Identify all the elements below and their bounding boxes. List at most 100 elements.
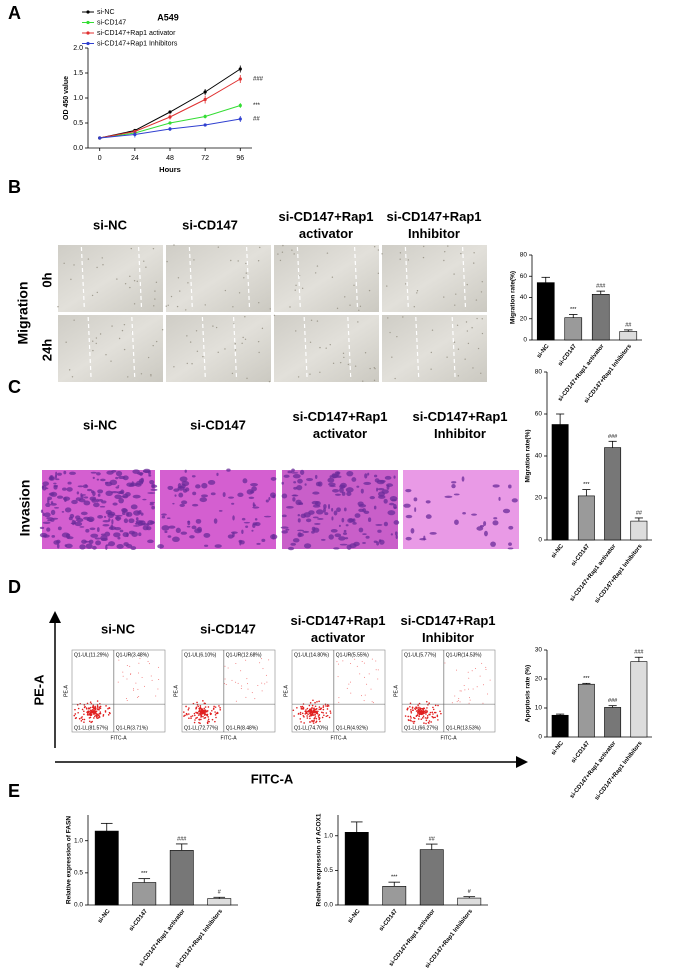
invading-cell bbox=[317, 517, 324, 520]
invading-cell bbox=[493, 517, 498, 520]
cell-speck bbox=[234, 349, 237, 351]
invading-cell bbox=[132, 469, 140, 474]
event-dot bbox=[417, 708, 420, 710]
panel-letter: C bbox=[8, 377, 21, 397]
invading-cell bbox=[123, 542, 129, 547]
invading-cell bbox=[90, 533, 99, 538]
event-dot bbox=[451, 702, 453, 704]
event-dot bbox=[227, 667, 229, 669]
event-dot bbox=[214, 714, 217, 716]
event-dot bbox=[219, 706, 221, 709]
event-dot bbox=[93, 717, 95, 719]
invading-cell bbox=[92, 476, 95, 480]
invading-cell bbox=[39, 526, 45, 530]
event-dot bbox=[126, 665, 128, 667]
invading-cell bbox=[389, 495, 398, 502]
cell-speck bbox=[281, 251, 284, 253]
cell-speck bbox=[217, 246, 220, 248]
event-dot bbox=[314, 701, 316, 704]
invading-cell bbox=[100, 533, 106, 536]
event-dot bbox=[237, 682, 239, 684]
event-dot bbox=[485, 669, 487, 671]
annotation: # bbox=[468, 889, 472, 895]
panel-letter: B bbox=[8, 177, 21, 197]
event-dot bbox=[426, 707, 428, 709]
invading-cell bbox=[384, 475, 392, 480]
cell-speck bbox=[105, 354, 107, 356]
invading-cell bbox=[336, 507, 341, 513]
event-dot bbox=[195, 707, 197, 710]
invading-cell bbox=[364, 473, 368, 479]
event-dot bbox=[214, 720, 216, 723]
event-dot bbox=[216, 711, 219, 714]
event-dot bbox=[96, 717, 99, 720]
invading-cell bbox=[246, 489, 254, 495]
event-dot bbox=[199, 704, 202, 707]
point bbox=[238, 77, 242, 81]
invading-cell bbox=[312, 516, 319, 519]
event-dot bbox=[86, 714, 89, 716]
cell-speck bbox=[165, 305, 168, 307]
invading-cell bbox=[115, 470, 123, 477]
invading-cell bbox=[324, 512, 329, 516]
event-dot bbox=[476, 686, 478, 688]
y-tick-label: 40 bbox=[535, 453, 543, 460]
invading-cell bbox=[261, 538, 266, 542]
annotation: *** bbox=[583, 482, 590, 488]
cell-speck bbox=[464, 358, 466, 360]
cell-speck bbox=[309, 373, 311, 375]
event-dot bbox=[413, 720, 416, 723]
event-dot bbox=[303, 716, 305, 718]
invading-cell bbox=[498, 496, 501, 501]
invading-cell bbox=[393, 475, 396, 479]
error-bar bbox=[608, 440, 617, 448]
invading-cell bbox=[375, 524, 383, 526]
invading-cell bbox=[362, 533, 367, 536]
y-tick-label: 0 bbox=[538, 537, 542, 544]
event-dot bbox=[375, 669, 377, 671]
event-dot bbox=[373, 702, 375, 704]
y-tick-label: 80 bbox=[520, 252, 528, 259]
invading-cell bbox=[51, 534, 56, 538]
invading-cell bbox=[362, 541, 366, 544]
x-tick-label: si-NC bbox=[97, 908, 112, 925]
event-dot bbox=[437, 719, 439, 721]
invading-cell bbox=[461, 476, 465, 482]
event-dot bbox=[474, 667, 476, 669]
event-dot bbox=[224, 678, 226, 680]
invading-cell bbox=[56, 539, 61, 544]
cell-speck bbox=[391, 356, 393, 358]
invading-cell bbox=[94, 537, 101, 540]
cell-speck bbox=[70, 278, 72, 281]
cell-speck bbox=[309, 341, 312, 343]
event-dot bbox=[318, 718, 320, 721]
invading-cell bbox=[393, 504, 397, 510]
quadrant-label: Q1-UR(5.55%) bbox=[336, 652, 369, 658]
plot-axis-label: PE-A bbox=[283, 685, 289, 697]
invading-cell bbox=[88, 539, 94, 545]
cell-speck bbox=[314, 272, 317, 274]
cell-speck bbox=[133, 279, 136, 282]
cell-speck bbox=[480, 291, 483, 293]
cell-speck bbox=[110, 360, 112, 362]
event-dot bbox=[326, 708, 329, 710]
cell-speck bbox=[325, 347, 327, 349]
bar bbox=[382, 886, 407, 906]
invading-cell bbox=[342, 532, 348, 536]
event-dot bbox=[195, 712, 198, 714]
invading-cell bbox=[194, 528, 202, 534]
event-dot bbox=[420, 707, 422, 710]
error-bar bbox=[623, 329, 633, 332]
flow-plot bbox=[291, 649, 386, 733]
cell-speck bbox=[166, 260, 168, 263]
cell-speck bbox=[101, 257, 103, 259]
event-dot bbox=[198, 709, 201, 711]
cell-speck bbox=[129, 275, 131, 278]
event-dot bbox=[459, 690, 461, 692]
event-dot bbox=[98, 706, 101, 709]
event-dot bbox=[327, 705, 330, 707]
invading-cell bbox=[315, 481, 321, 487]
bar bbox=[536, 282, 555, 341]
event-dot bbox=[459, 701, 461, 703]
event-dot bbox=[96, 707, 99, 709]
